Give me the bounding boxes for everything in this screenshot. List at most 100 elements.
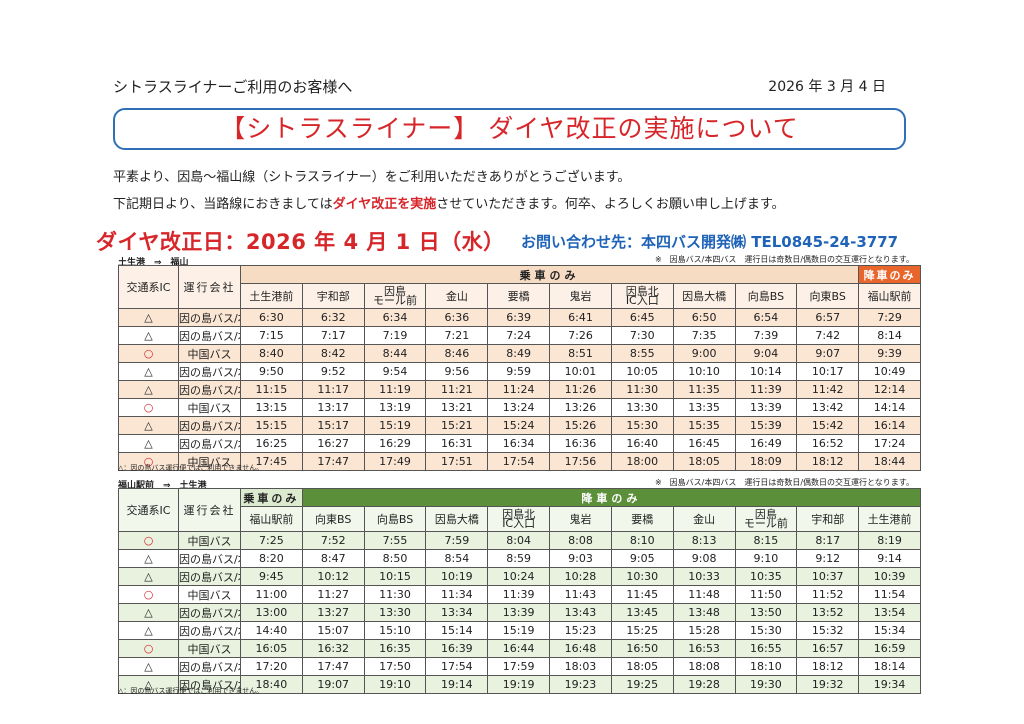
table2-footnote: △：因の島バス運行便ではご利用できません。 [118,687,264,695]
time-cell: 11:35 [672,380,736,399]
table-row: ○ 中国バス 8:40 8:42 8:44 8:46 8:49 8:51 8:55 9:00 9:0… [118,344,921,363]
time-cell: 19:34 [858,675,921,694]
time-cell: 7:17 [301,326,365,345]
time-cell: 13:30 [363,603,427,622]
time-cell: 19:14 [425,675,489,694]
time-cell: 17:56 [549,452,612,471]
time-cell: 16:52 [796,434,860,453]
time-cell: 6:45 [610,308,674,327]
time-cell: 13:27 [301,603,365,622]
table-row: △因の島バス/本四バス9:4510:1210:1510:1910:2410:28… [118,567,921,586]
intro-line-2-b: させていただきます。何卒、よろしくお願い申し上げます。 [436,197,785,212]
operator-cell: 中国バス [178,344,241,363]
table-row: △因の島バス/本四バス17:2017:4717:5017:5417:5918:0… [118,657,921,676]
time-cell: 10:19 [425,567,489,586]
time-cell: 8:10 [610,531,674,550]
time-cell: 16:40 [610,434,674,453]
ic-mark: △ [118,362,179,381]
time-cell: 17:47 [301,452,365,471]
table1-note: ※ 因島バス/本四バス 運行日は奇数日/偶数日の交互運行となります。 [654,255,914,264]
table-row: △因の島バス/本四バス14:4015:0715:1015:1415:1915:2… [118,621,921,640]
time-cell: 15:42 [796,416,860,435]
time-cell: 13:52 [796,603,860,622]
operator-cell: 因の島バス/本四バス [178,549,241,568]
ic-mark: △ [118,380,179,399]
time-cell: 15:39 [734,416,798,435]
time-cell: 13:21 [425,398,489,417]
alighting-only-band: 降車のみ [301,488,922,507]
time-cell: 6:36 [425,308,489,327]
stop-header: 宇和部 [301,283,365,309]
time-cell: 8:49 [487,344,551,363]
operator-cell: 因の島バス/本四バス [178,603,241,622]
time-cell: 17:50 [363,657,427,676]
time-cell: 15:17 [301,416,365,435]
time-cell: 15:19 [487,621,551,640]
time-cell: 11:21 [425,380,489,399]
ic-mark: △ [118,416,179,435]
time-cell: 19:19 [487,675,551,694]
time-cell: 9:50 [240,362,303,381]
time-cell: 15:21 [425,416,489,435]
ic-mark: ○ [118,585,179,604]
time-cell: 13:19 [363,398,427,417]
table-row: △因の島バス/本四バス15:1515:1715:1915:2115:2415:2… [118,416,921,435]
operator-cell: 因の島バス/本四バス [178,380,241,399]
time-cell: 13:43 [549,603,612,622]
table-row: ○ 中国バス 7:25 7:52 7:55 7:59 8:04 8:08 8:10 8:13 8:1… [118,531,921,550]
stop-header: 金山 [672,506,736,532]
time-cell: 11:45 [610,585,674,604]
table-row: △因の島バス/本四バス11:1511:1711:1911:2111:2411:2… [118,380,921,399]
operator-cell: 因の島バス/本四バス [178,657,241,676]
time-cell: 11:27 [301,585,365,604]
time-cell: 15:30 [734,621,798,640]
time-cell: 18:08 [672,657,736,676]
time-cell: 16:59 [858,639,921,658]
operator-cell: 中国バス [178,398,241,417]
intro-line-2-highlight: ダイヤ改正を実施 [332,197,437,212]
time-cell: 8:14 [858,326,921,345]
time-cell: 13:30 [610,398,674,417]
stop-header: 宇和部 [796,506,860,532]
time-cell: 19:30 [734,675,798,694]
alighting-only-band: 降車のみ [858,265,921,284]
operator-cell: 中国バス [178,531,241,550]
time-cell: 18:10 [734,657,798,676]
time-cell: 10:33 [672,567,736,586]
table-row: △因の島バス/本四バス16:2516:2716:2916:3116:3416:3… [118,434,921,453]
operator-cell: 因の島バス/本四バス [178,434,241,453]
time-cell: 8:19 [858,531,921,550]
operator-cell: 因の島バス/本四バス [178,362,241,381]
time-cell: 9:05 [610,549,674,568]
time-cell: 13:54 [858,603,921,622]
intro-line-2-a: 下記期日より、当路線におきましては [113,197,333,212]
ic-mark: ○ [118,398,179,417]
contact-info: お問い合わせ先：本四バス開発㈱ TEL0845-24-3777 [521,233,899,251]
operator-cell: 中国バス [178,639,241,658]
time-cell: 8:51 [549,344,612,363]
time-cell: 11:42 [796,380,860,399]
ic-mark: △ [118,549,179,568]
time-cell: 18:00 [610,452,674,471]
time-cell: 18:05 [610,657,674,676]
time-cell: 9:00 [672,344,736,363]
timetable-fukuyama-to-habu: 交通系IC 運行会社 乗車のみ 降車のみ 福山駅前 向東BS 向島BS 因島大橋 因島北… [118,488,922,694]
time-cell: 8:55 [610,344,674,363]
time-cell: 7:15 [240,326,303,345]
operator-cell: 因の島バス/本四バス [178,567,241,586]
time-cell: 6:50 [672,308,736,327]
time-cell: 15:15 [240,416,303,435]
operator-cell: 因の島バス/本四バス [178,326,241,345]
ic-mark: △ [118,657,179,676]
table-row: ○ 中国バス 13:15 13:17 13:19 13:21 13:24 13:26 13:30… [118,398,921,417]
time-cell: 10:49 [858,362,921,381]
time-cell: 17:59 [487,657,551,676]
ic-mark: △ [118,326,179,345]
time-cell: 16:34 [487,434,551,453]
time-cell: 11:43 [549,585,612,604]
time-cell: 11:34 [425,585,489,604]
time-cell: 16:31 [425,434,489,453]
time-cell: 17:24 [858,434,921,453]
time-cell: 8:04 [487,531,551,550]
time-cell: 7:30 [610,326,674,345]
